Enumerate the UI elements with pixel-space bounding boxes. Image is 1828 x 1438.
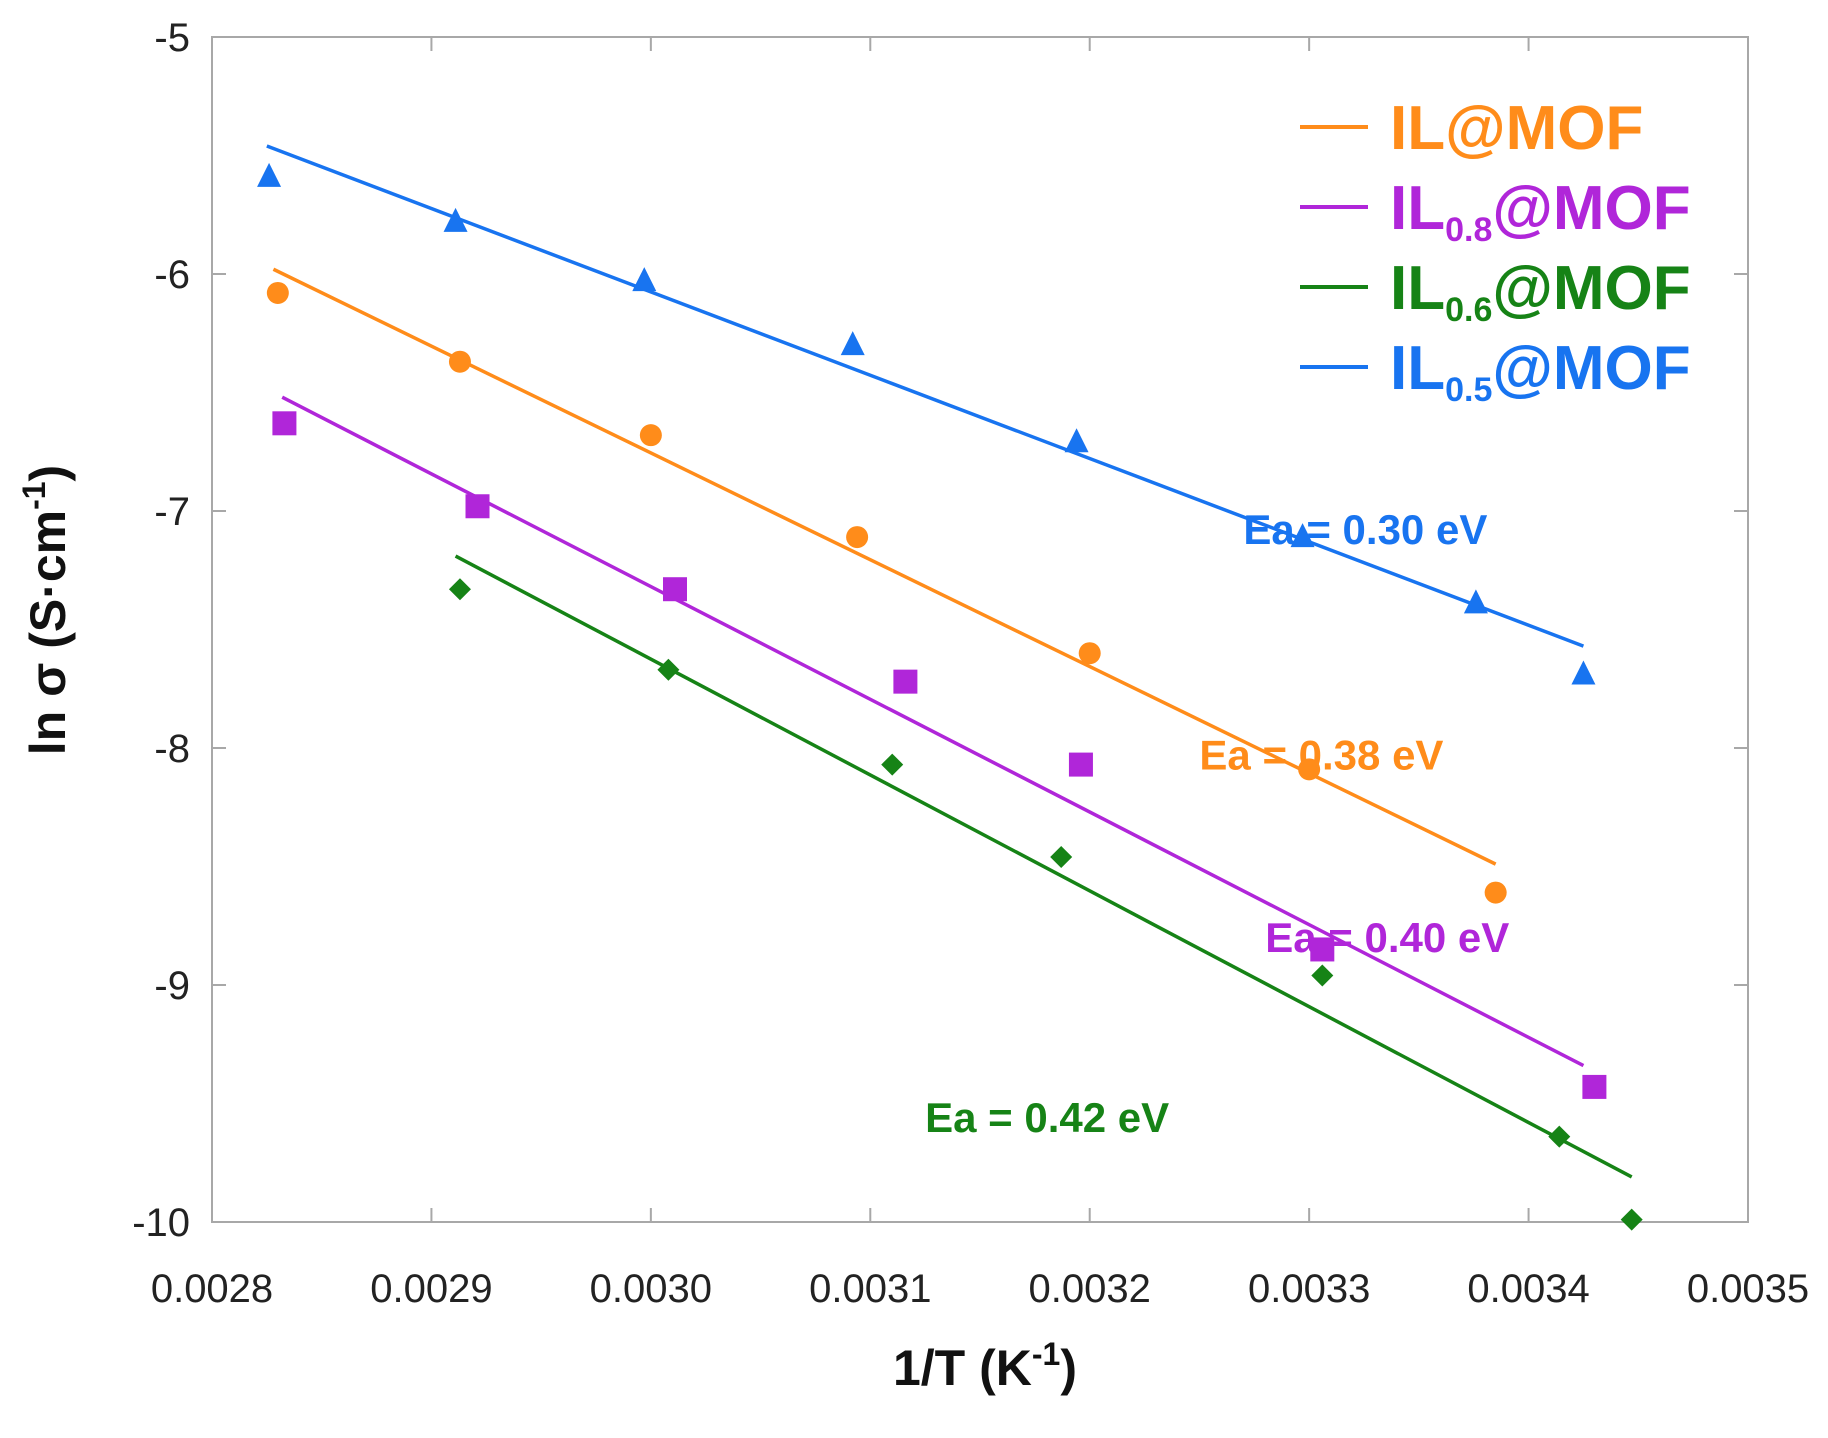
data-point-circle — [846, 526, 869, 549]
data-point-triangle — [1290, 523, 1315, 548]
data-point-circle — [1078, 642, 1101, 665]
x-axis-title: 1/T (K-1) — [893, 1336, 1077, 1396]
data-point-triangle — [632, 267, 657, 292]
legend-label: IL@MOF — [1390, 94, 1643, 163]
data-point-circle — [448, 350, 471, 373]
data-point-triangle — [257, 162, 282, 187]
y-tick-label: -6 — [154, 253, 190, 297]
data-point-triangle — [840, 331, 865, 356]
data-point-triangle — [1064, 428, 1089, 453]
y-axis-title: ln σ (S·cm-1) — [16, 465, 76, 755]
ea-annotations: Ea = 0.38 eV Ea = 0.40 eV Ea = 0.42 eV Ea =… — [925, 506, 1509, 1141]
data-point-square — [893, 669, 918, 694]
x-tick-label: 0.0028 — [151, 1267, 273, 1311]
legend-label: IL0.5@MOF — [1390, 334, 1691, 409]
data-point-square — [1310, 937, 1335, 962]
y-tick-label: -5 — [154, 16, 190, 60]
data-point-circle — [266, 281, 289, 304]
data-point-circle — [639, 424, 662, 447]
x-tick-label: 0.0034 — [1467, 1267, 1589, 1311]
data-point-square — [272, 411, 297, 436]
x-tick-label: 0.0035 — [1687, 1267, 1809, 1311]
ea-annotation: Ea = 0.42 eV — [925, 1094, 1169, 1141]
y-tick-label: -8 — [154, 727, 190, 771]
ea-annotation: Ea = 0.40 eV — [1265, 914, 1509, 961]
data-point-square — [1582, 1074, 1607, 1099]
data-point-diamond — [1050, 846, 1073, 869]
fit-line — [272, 267, 1497, 866]
data-point-diamond — [1548, 1125, 1571, 1148]
data-point-diamond — [657, 658, 680, 681]
x-tick-label: 0.0033 — [1248, 1267, 1370, 1311]
x-tick-label: 0.0032 — [1029, 1267, 1151, 1311]
data-point-diamond — [1311, 964, 1334, 987]
data-point-square — [662, 577, 687, 602]
axis-ticks: 0.0028 0.0029 0.0030 0.0031 0.0032 0.0033 0.00… — [132, 16, 1809, 1311]
x-tick-label: 0.0029 — [370, 1267, 492, 1311]
data-point-square — [1068, 752, 1093, 777]
data-point-triangle — [1571, 660, 1596, 685]
y-tick-label: -10 — [132, 1201, 190, 1245]
x-tick-label: 0.0031 — [809, 1267, 931, 1311]
data-point-diamond — [881, 753, 904, 776]
fit-lines — [266, 144, 1633, 1179]
fit-line — [266, 144, 1585, 648]
data-point-circle — [1298, 758, 1321, 781]
fit-line — [281, 395, 1585, 1068]
data-point-diamond — [1620, 1208, 1643, 1231]
y-tick-label: -9 — [154, 964, 190, 1008]
data-markers — [257, 162, 1643, 1231]
data-point-triangle — [1463, 589, 1488, 614]
data-point-triangle — [443, 207, 468, 232]
ea-annotation: Ea = 0.30 eV — [1243, 506, 1487, 553]
y-tick-label: -7 — [154, 490, 190, 534]
plot-area — [211, 36, 1749, 1223]
plot-frame — [211, 36, 1749, 1223]
legend-label: IL0.6@MOF — [1390, 254, 1691, 329]
data-point-diamond — [448, 578, 471, 601]
data-point-circle — [1484, 881, 1507, 904]
fit-line — [454, 554, 1633, 1179]
x-tick-label: 0.0030 — [590, 1267, 712, 1311]
ea-annotation: Ea = 0.38 eV — [1199, 731, 1443, 778]
data-point-square — [465, 494, 490, 519]
legend-label: IL0.8@MOF — [1390, 174, 1691, 249]
